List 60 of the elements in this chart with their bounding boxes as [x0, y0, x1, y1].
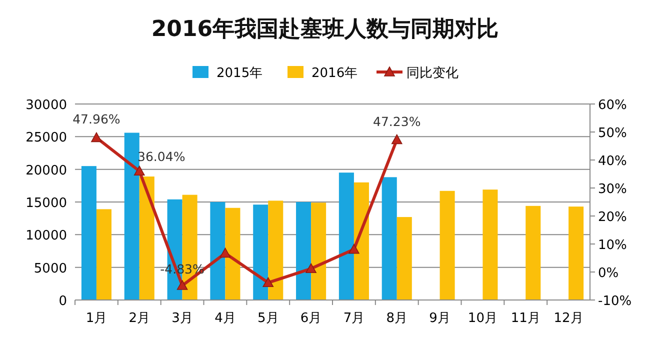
y2-tick-label: -10%	[598, 294, 632, 309]
y-tick-label: 5000	[34, 261, 67, 276]
point	[391, 134, 402, 144]
bar	[81, 166, 96, 300]
y2-tick-label: 20%	[598, 210, 627, 225]
bar	[268, 200, 284, 300]
bar	[440, 190, 455, 300]
point	[262, 277, 274, 288]
x-tick-label: 6月	[300, 311, 322, 326]
bar	[225, 208, 240, 300]
point	[134, 166, 145, 176]
legend-label: 2015年	[216, 66, 263, 81]
y-tick-label: 10000	[26, 228, 67, 244]
point	[348, 244, 360, 254]
data-label: 47.96%	[72, 112, 120, 127]
y-tick-label: 25000	[26, 130, 67, 146]
bar	[354, 182, 369, 300]
bar	[338, 172, 354, 300]
bar	[382, 177, 397, 300]
legend-label: 同比变化	[406, 66, 458, 81]
x-tick-label: 10月	[468, 311, 498, 326]
bar	[124, 132, 140, 300]
point	[176, 280, 188, 290]
legend-label: 2016年	[312, 66, 358, 81]
bar	[396, 217, 412, 300]
y2-tick-label: 50%	[598, 126, 627, 141]
point	[306, 263, 316, 274]
x-tick-label: 8月	[386, 311, 408, 326]
y-tick-label: 0	[58, 294, 67, 309]
y2-tick-label: 0%	[598, 266, 619, 281]
x-tick-label: 12月	[554, 311, 584, 326]
bar	[526, 206, 541, 300]
bar	[568, 206, 584, 300]
x-tick-label: 11月	[510, 311, 540, 326]
y-tick-label: 15000	[26, 196, 67, 211]
data-label: 47.23%	[373, 114, 421, 129]
bar	[482, 190, 498, 300]
data-label: -4.83%	[160, 262, 205, 277]
y2-tick-label: 60%	[598, 98, 627, 113]
point	[220, 248, 231, 258]
point	[91, 132, 102, 142]
bar	[139, 176, 154, 300]
chart-title: 2016年我国赴塞班人数与同期对比	[151, 16, 499, 42]
bar	[311, 202, 326, 300]
y2-tick-label: 30%	[598, 182, 627, 197]
bar	[96, 209, 112, 300]
x-tick-label: 9月	[429, 311, 450, 326]
bar	[296, 202, 312, 300]
x-tick-label: 3月	[172, 311, 193, 326]
x-tick-label: 7月	[343, 311, 365, 326]
y-tick-label: 30000	[26, 98, 67, 113]
x-tick-label: 1月	[86, 311, 108, 326]
y2-tick-label: 40%	[598, 154, 627, 169]
bar	[210, 202, 226, 300]
y-tick-label: 20000	[26, 163, 67, 178]
y2-tick-label: 10%	[598, 238, 627, 253]
x-tick-label: 2月	[128, 311, 150, 326]
bar	[253, 204, 268, 300]
x-tick-label: 4月	[214, 311, 236, 326]
x-tick-label: 5月	[257, 311, 279, 326]
